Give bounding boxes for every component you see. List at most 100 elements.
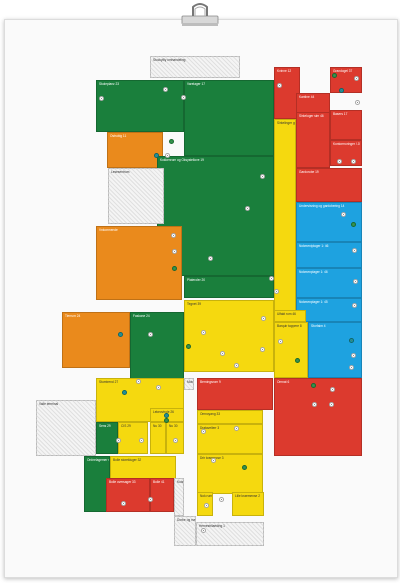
location-pin-icon[interactable] bbox=[277, 338, 283, 344]
location-pin-icon[interactable] bbox=[336, 158, 342, 164]
location-pin-icon[interactable] bbox=[162, 86, 168, 92]
room-r6[interactable]: Lesesentrum bbox=[108, 168, 164, 224]
location-pin-icon[interactable] bbox=[218, 496, 224, 502]
location-pin-icon[interactable] bbox=[120, 500, 126, 506]
room-r21[interactable]: Nokmeniplager 1: 46 bbox=[296, 242, 362, 268]
location-pin-icon[interactable] bbox=[331, 72, 337, 78]
room-r19[interactable]: Gardorobe 19 bbox=[296, 168, 362, 202]
location-pin-icon[interactable] bbox=[259, 173, 265, 179]
location-pin-icon[interactable] bbox=[350, 158, 356, 164]
location-pin-icon[interactable] bbox=[138, 437, 144, 443]
room-r30[interactable]: Valle terminal bbox=[36, 400, 96, 456]
room-r26[interactable]: Barquir tappere 8 bbox=[274, 322, 308, 378]
room-r9[interactable]: Tegnet 39 bbox=[184, 300, 274, 372]
location-pin-icon[interactable] bbox=[348, 337, 354, 343]
location-pin-icon[interactable] bbox=[98, 95, 104, 101]
location-pin-icon[interactable] bbox=[171, 265, 177, 271]
location-pin-icon[interactable] bbox=[350, 221, 356, 227]
room-r34[interactable]: CIS 29 bbox=[118, 422, 148, 454]
location-pin-icon[interactable] bbox=[310, 382, 316, 388]
room-r25[interactable]: Ulfakt rom 46 bbox=[274, 310, 306, 322]
location-pin-icon[interactable] bbox=[233, 425, 239, 431]
location-pin-icon[interactable] bbox=[260, 315, 266, 321]
room-r3[interactable]: Stockyllly omhandeling bbox=[150, 56, 240, 78]
location-pin-icon[interactable] bbox=[273, 288, 279, 294]
location-pin-icon[interactable] bbox=[233, 362, 239, 368]
location-pin-icon[interactable] bbox=[354, 99, 360, 105]
location-pin-icon[interactable] bbox=[244, 205, 250, 211]
room-r16[interactable]: Kontormoringer / Jl bbox=[330, 140, 362, 166]
room-r35[interactable]: Nu 30 bbox=[150, 422, 166, 454]
location-pin-icon[interactable] bbox=[311, 401, 317, 407]
room-r2[interactable]: Varelager 17 bbox=[184, 80, 274, 156]
location-pin-icon[interactable] bbox=[207, 255, 213, 261]
location-pin-icon[interactable] bbox=[276, 82, 282, 88]
location-pin-icon[interactable] bbox=[200, 527, 206, 533]
location-pin-icon[interactable] bbox=[147, 496, 153, 502]
location-pin-icon[interactable] bbox=[185, 343, 191, 349]
location-pin-icon[interactable] bbox=[352, 278, 358, 284]
room-r27[interactable]: Berningsrom 9 bbox=[197, 378, 273, 410]
location-pin-icon[interactable] bbox=[329, 386, 335, 392]
location-pin-icon[interactable] bbox=[340, 211, 346, 217]
room-r47[interactable]: Dorbe og mar bbox=[174, 516, 196, 546]
room-r1[interactable]: Skoleplanz 23 bbox=[96, 80, 184, 132]
location-pin-icon[interactable] bbox=[351, 302, 357, 308]
room-r42[interactable]: Ordnelagemer ved bolle 34 bbox=[84, 456, 110, 512]
location-pin-icon[interactable] bbox=[259, 346, 265, 352]
room-r10[interactable]: Tierrum 24 bbox=[62, 312, 130, 368]
location-pin-icon[interactable] bbox=[203, 502, 209, 508]
location-pin-icon[interactable] bbox=[200, 428, 206, 434]
location-pin-icon[interactable] bbox=[180, 94, 186, 100]
location-pin-icon[interactable] bbox=[163, 417, 169, 423]
location-pin-icon[interactable] bbox=[328, 401, 334, 407]
room-r44[interactable]: Bolle oversager 33 bbox=[106, 478, 150, 512]
location-pin-icon[interactable] bbox=[155, 384, 161, 390]
room-r28[interactable]: Omnat 6 bbox=[274, 378, 362, 456]
room-r14[interactable]: Basers 17 bbox=[330, 110, 362, 140]
room-r37[interactable]: Omnoyang 33 bbox=[197, 410, 263, 424]
location-pin-icon[interactable] bbox=[241, 464, 247, 470]
room-r18[interactable]: Sirkeloger sim 46 bbox=[296, 112, 330, 168]
room-r7[interactable]: Vnkomnende bbox=[96, 226, 182, 300]
location-pin-icon[interactable] bbox=[153, 152, 159, 158]
location-pin-icon[interactable] bbox=[348, 364, 354, 370]
location-pin-icon[interactable] bbox=[170, 232, 176, 238]
room-r38[interactable]: Dratavellerr 3 bbox=[197, 424, 263, 454]
room-label: Lesesentrum bbox=[111, 170, 130, 174]
room-r33[interactable]: Sens 29 bbox=[96, 422, 118, 454]
location-pin-icon[interactable] bbox=[115, 437, 121, 443]
room-r32[interactable]: Mote bbox=[184, 378, 194, 390]
location-pin-icon[interactable] bbox=[171, 248, 177, 254]
location-pin-icon[interactable] bbox=[168, 138, 174, 144]
room-label: Grandogel 37 bbox=[333, 69, 353, 73]
location-pin-icon[interactable] bbox=[200, 329, 206, 335]
room-r17[interactable]: Sirkelinger gm bbox=[274, 119, 296, 315]
room-r43[interactable]: Bolle storekluger 32 bbox=[110, 456, 176, 480]
room-r22[interactable]: Nokmenplager 1: 46 bbox=[296, 268, 362, 298]
location-pin-icon[interactable] bbox=[164, 152, 170, 158]
location-pin-icon[interactable] bbox=[353, 75, 359, 81]
room-r39[interactable]: Drir krarmecse 3 bbox=[197, 454, 263, 494]
location-pin-icon[interactable] bbox=[338, 87, 344, 93]
location-pin-icon[interactable] bbox=[163, 412, 169, 418]
location-pin-icon[interactable] bbox=[351, 247, 357, 253]
location-pin-icon[interactable] bbox=[117, 331, 123, 337]
location-pin-icon[interactable] bbox=[135, 378, 141, 384]
room-r11[interactable]: Faskone 24 bbox=[130, 312, 184, 380]
room-r45[interactable]: Bolle 41 bbox=[150, 478, 174, 512]
location-pin-icon[interactable] bbox=[172, 437, 178, 443]
room-r24[interactable]: Storfaim 4 bbox=[308, 322, 362, 378]
location-pin-icon[interactable] bbox=[147, 331, 153, 337]
room-r4[interactable]: Ostrubig 11 bbox=[107, 132, 163, 168]
room-r8[interactable]: Plateroler 20 bbox=[184, 276, 274, 298]
room-r41[interactable]: Lille kraemense 2 bbox=[232, 492, 264, 516]
location-pin-icon[interactable] bbox=[350, 352, 356, 358]
room-r48[interactable]: Hernestrilaeding 1 bbox=[196, 522, 264, 546]
location-pin-icon[interactable] bbox=[294, 357, 300, 363]
location-pin-icon[interactable] bbox=[268, 275, 274, 281]
location-pin-icon[interactable] bbox=[121, 389, 127, 395]
location-pin-icon[interactable] bbox=[210, 457, 216, 463]
location-pin-icon[interactable] bbox=[219, 350, 225, 356]
room-r46[interactable]: Kuise bbox=[174, 478, 184, 516]
